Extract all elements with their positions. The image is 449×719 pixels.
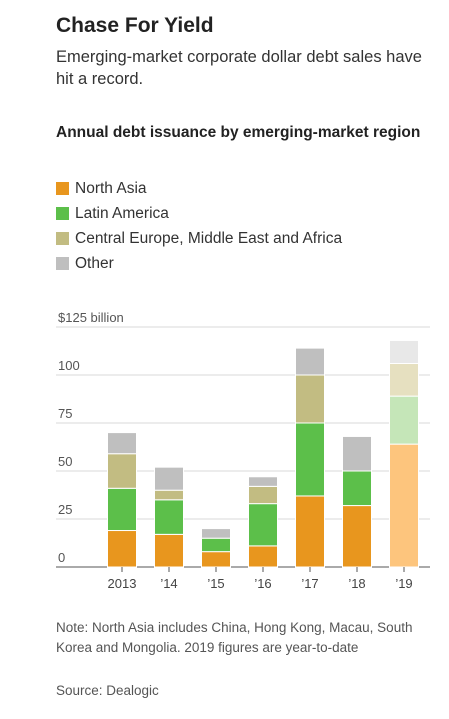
x-tick-label: ’18 [348,576,365,591]
x-tick-label: ’17 [301,576,318,591]
footnote: Note: North Asia includes China, Hong Ko… [56,620,413,655]
legend-label-latin-america: Latin America [75,204,169,222]
bar-segment [389,395,419,445]
bar-segment [154,499,184,535]
y-tick-label: $125 billion [58,310,124,325]
legend-item-latin-america: Latin America [56,201,342,226]
legend-label-cemea: Central Europe, Middle East and Africa [75,229,343,247]
bar-segment [107,487,137,532]
page-title: Chase For Yield [56,14,214,37]
bar-segment [154,533,184,568]
bar-segment [107,453,137,489]
y-tick-label: 50 [58,454,72,469]
bar-chart: 0 25 50 75 100 $125 billion 2013 ’14 ’15 ’16 ’17 ’1… [56,310,430,591]
legend-swatch-latin-america [56,207,69,220]
bar-segment [248,476,278,487]
bar-segment [154,466,184,491]
x-tick-label: ’15 [207,576,224,591]
bar-segment [201,551,231,568]
y-tick-label: 75 [58,406,72,421]
bar-segment [342,435,372,472]
legend-item-cemea: Central Europe, Middle East and Africa [56,226,342,251]
x-tick-label: 2013 [108,576,137,591]
bar-segment [342,505,372,568]
bar-segment [389,362,419,397]
x-tick-label: ’16 [254,576,271,591]
page-subtitle: Emerging-market corporate dollar debt sa… [56,48,422,88]
bar-segment [295,422,325,497]
bar-segment [295,374,325,424]
x-tick-label: ’14 [160,576,177,591]
bar-segment [248,545,278,568]
x-tick-label: ’19 [395,576,412,591]
legend-label-north-asia: North Asia [75,179,147,197]
bar-segment [107,432,137,455]
bar-segment [107,530,137,568]
bar-segment [295,495,325,568]
source-note: Source: Dealogic [56,683,159,698]
y-tick-label: 0 [58,550,65,565]
legend-label-other: Other [75,254,114,272]
chart-title: Annual debt issuance by emerging-market … [56,124,421,141]
legend-swatch-cemea [56,232,69,245]
bar-segment [201,537,231,553]
legend-swatch-north-asia [56,182,69,195]
bar-segment [295,347,325,376]
legend-item-other: Other [56,251,342,276]
legend: North Asia Latin America Central Europe,… [56,176,342,276]
bar-segment [389,339,419,364]
bar-segment [389,443,419,568]
bar-segment [248,485,278,505]
bar-segment [201,528,231,539]
y-tick-label: 100 [58,358,80,373]
y-tick-label: 25 [58,502,72,517]
legend-swatch-other [56,257,69,270]
bar-segment [342,470,372,507]
legend-item-north-asia: North Asia [56,176,342,201]
bar-segment [248,503,278,547]
bar-segment [154,489,184,501]
